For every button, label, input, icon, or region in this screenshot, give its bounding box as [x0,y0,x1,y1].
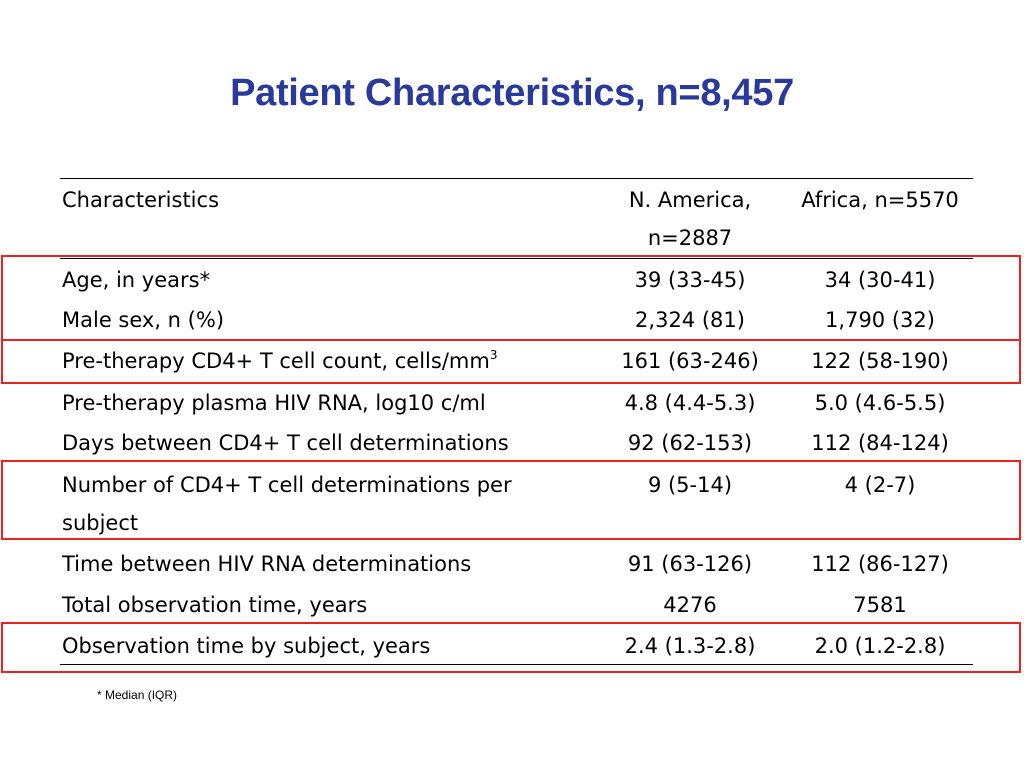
row-africa-value: 7581 [853,593,907,617]
row-africa-value: 2.0 (1.2-2.8) [814,634,946,658]
row-label: Number of CD4+ T cell determinations per… [62,473,512,535]
row-label-text: Pre-therapy CD4+ T cell count, cells/mm [62,349,490,373]
row-north-america-value: 2.4 (1.3-2.8) [624,634,756,658]
row-north-america-value: 9 (5-14) [647,473,733,497]
slide-title: Patient Characteristics, n=8,457 [230,72,794,114]
header-africa: Africa, n=5570 [801,188,959,212]
highlight-box-cd4-determinations [1,460,1021,540]
row-north-america-value: 91 (63-126) [627,552,753,576]
row-label: Time between HIV RNA determinations [62,552,472,576]
header-north-america: N. America, n=2887 [628,188,752,250]
row-label: Days between CD4+ T cell determinations [62,431,509,455]
row-africa-value: 112 (86-127) [811,552,949,576]
row-north-america-value: 2,324 (81) [635,308,745,332]
row-label: Observation time by subject, years [62,634,431,658]
row-north-america-value: 39 (33-45) [634,268,746,292]
row-africa-value: 34 (30-41) [824,268,936,292]
highlight-box-observation-time [1,622,1021,673]
table-header-rule [60,258,973,259]
row-africa-value: 4 (2-7) [844,473,916,497]
row-africa-value: 112 (84-124) [811,431,949,455]
highlight-box-cd4-count [1,339,1021,384]
row-label: Total observation time, years [62,593,368,617]
row-label: Male sex, n (%) [62,308,225,332]
row-label: Pre-therapy CD4+ T cell count, cells/mm3 [62,342,582,380]
row-north-america-value: 161 (63-246) [621,349,759,373]
row-africa-value: 122 (58-190) [811,349,949,373]
row-north-america-value: 92 (62-153) [627,431,753,455]
row-africa-value: 5.0 (4.6-5.5) [814,391,946,415]
row-north-america-value: 4276 [663,593,717,617]
row-label-superscript: 3 [489,348,498,362]
footnote: * Median (IQR) [97,688,178,702]
header-characteristics: Characteristics [62,188,220,212]
table-bottom-rule [60,664,973,665]
highlight-box-age-sex [1,255,1021,341]
row-label: Age, in years* [62,268,211,292]
table-top-rule [60,178,973,179]
row-north-america-value: 4.8 (4.4-5.3) [624,391,756,415]
row-africa-value: 1,790 (32) [825,308,935,332]
row-label: Pre-therapy plasma HIV RNA, log10 c/ml [62,391,486,415]
